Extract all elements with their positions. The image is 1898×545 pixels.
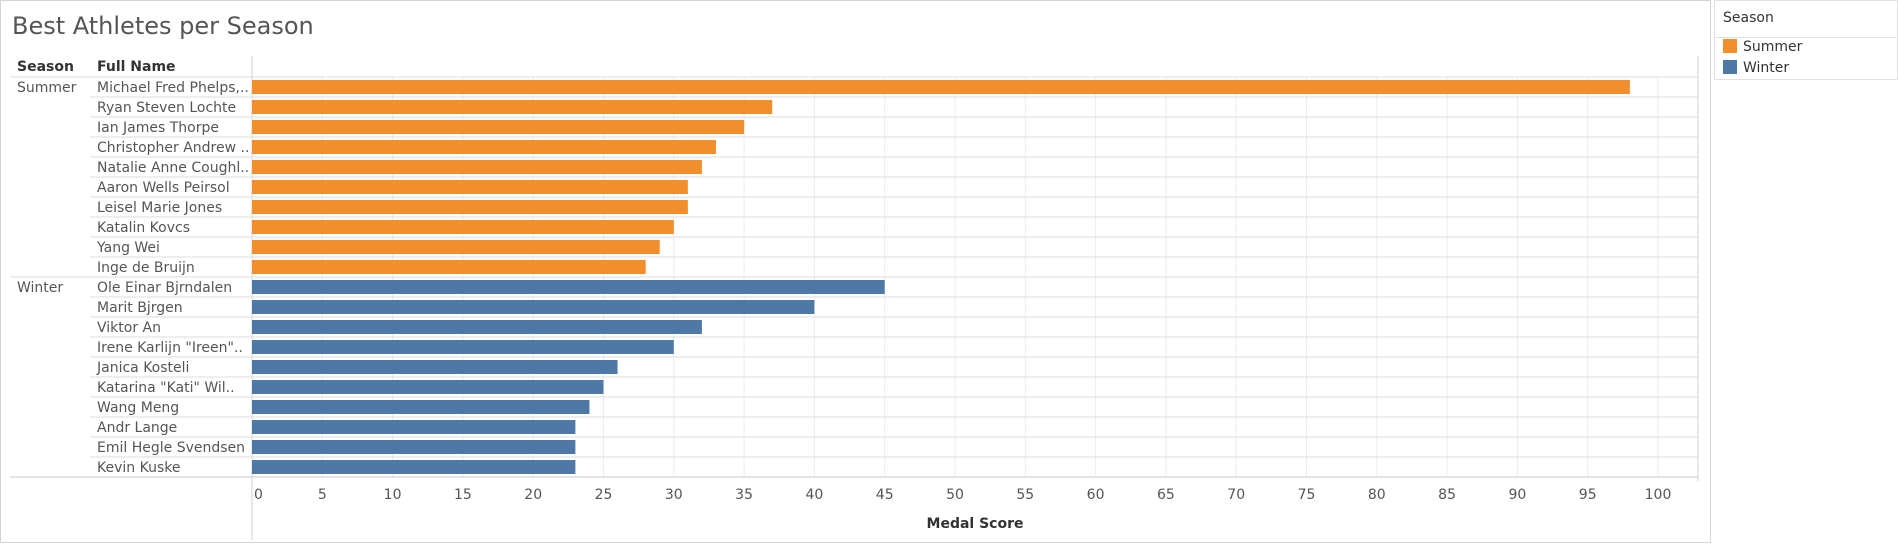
x-tick-label: 20 xyxy=(524,487,542,503)
bar xyxy=(252,460,576,474)
athlete-name: Viktor An xyxy=(97,320,161,336)
x-tick-label: 25 xyxy=(595,487,613,503)
bar xyxy=(252,240,660,254)
bar xyxy=(252,120,745,134)
x-tick-label: 80 xyxy=(1368,487,1386,503)
bar xyxy=(252,400,590,414)
x-tick-label: 85 xyxy=(1438,487,1456,503)
athlete-name: Emil Hegle Svendsen xyxy=(97,440,245,456)
bar xyxy=(252,80,1630,94)
athlete-name: Irene Karlijn "Ireen".. xyxy=(97,340,243,356)
x-axis-label: Medal Score xyxy=(927,516,1024,532)
x-tick-label: 55 xyxy=(1016,487,1034,503)
season-label: Summer xyxy=(17,80,77,96)
x-tick-label: 70 xyxy=(1227,487,1245,503)
athlete-name: Marit Bjrgen xyxy=(97,300,183,316)
athlete-name: Aaron Wells Peirsol xyxy=(97,180,230,196)
x-tick-label: 30 xyxy=(665,487,683,503)
bar xyxy=(252,260,646,274)
athlete-name: Christopher Andrew .. xyxy=(97,140,249,156)
x-tick-label: 35 xyxy=(735,487,753,503)
legend: Season Summer Winter xyxy=(1714,0,1898,80)
legend-swatch-summer xyxy=(1723,39,1737,53)
athlete-name: Ian James Thorpe xyxy=(97,120,219,136)
athlete-name: Inge de Bruijn xyxy=(97,260,195,276)
bar xyxy=(252,340,674,354)
x-tick-label: 50 xyxy=(946,487,964,503)
bar xyxy=(252,420,576,434)
athlete-name: Ole Einar Bjrndalen xyxy=(97,280,232,296)
x-tick-label: 60 xyxy=(1087,487,1105,503)
bar xyxy=(252,100,773,114)
x-tick-label: 65 xyxy=(1157,487,1175,503)
bar xyxy=(252,380,604,394)
bar xyxy=(252,280,885,294)
x-tick-label: 15 xyxy=(454,487,472,503)
chart-frame xyxy=(0,0,1711,543)
bar xyxy=(252,220,674,234)
legend-swatch-winter xyxy=(1723,60,1737,74)
athlete-name: Andr Lange xyxy=(97,420,177,436)
bar xyxy=(252,160,702,174)
legend-item-winter[interactable]: Winter xyxy=(1723,59,1789,77)
bar xyxy=(252,440,576,454)
athlete-name: Yang Wei xyxy=(96,240,160,256)
athlete-name: Ryan Steven Lochte xyxy=(97,100,236,116)
athlete-name: Kevin Kuske xyxy=(97,460,180,476)
bar xyxy=(252,200,688,214)
legend-item-summer[interactable]: Summer xyxy=(1723,38,1802,56)
athlete-name: Michael Fred Phelps,.. xyxy=(97,80,249,96)
athlete-name: Katalin Kovcs xyxy=(97,220,190,236)
chart-title: Best Athletes per Season xyxy=(12,12,314,40)
x-tick-label: 5 xyxy=(318,487,327,503)
legend-divider xyxy=(1715,37,1897,38)
bar-chart: Season Full Name Michael Fred Phelps,.. Sum… xyxy=(10,56,1699,540)
x-tick-label: 0 xyxy=(254,487,263,503)
x-tick-label: 90 xyxy=(1508,487,1526,503)
athlete-name: Katarina "Kati" Wil.. xyxy=(97,380,235,396)
bar xyxy=(252,180,688,194)
bar xyxy=(252,140,716,154)
x-tick-label: 95 xyxy=(1579,487,1597,503)
athlete-name: Wang Meng xyxy=(97,400,179,416)
season-label: Winter xyxy=(17,280,63,296)
legend-title: Season xyxy=(1723,10,1774,26)
athlete-name: Natalie Anne Coughl.. xyxy=(97,160,249,176)
legend-label-winter: Winter xyxy=(1743,60,1790,76)
x-tick-label: 100 xyxy=(1645,487,1672,503)
athlete-name: Leisel Marie Jones xyxy=(97,200,222,216)
row-header-season: Season xyxy=(17,59,74,75)
x-tick-label: 40 xyxy=(805,487,823,503)
legend-label-summer: Summer xyxy=(1743,39,1803,55)
x-tick-label: 45 xyxy=(876,487,894,503)
athlete-name: Janica Kosteli xyxy=(96,360,189,376)
bar xyxy=(252,320,702,334)
x-tick-label: 10 xyxy=(384,487,402,503)
x-tick-label: 75 xyxy=(1298,487,1316,503)
row-header-full-name: Full Name xyxy=(97,59,176,75)
bar xyxy=(252,360,618,374)
bar xyxy=(252,300,815,314)
